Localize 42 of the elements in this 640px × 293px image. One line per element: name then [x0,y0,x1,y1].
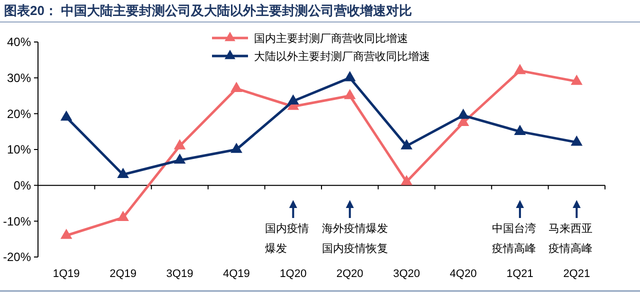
point [344,71,356,82]
x-tick-label: 1Q21 [506,268,534,280]
point [117,168,129,178]
y-tick-label: 30% [6,71,32,86]
y-tick-label: 0% [14,178,32,193]
point [117,210,129,221]
x-tick-label: 3Q19 [166,268,194,280]
annotation: 马来西亚疫情高峰 [548,222,593,255]
point [60,228,72,239]
annotation: 海外疫情爆发国内疫情恢复 [322,222,388,255]
x-tick-label: 4Q19 [222,268,250,280]
y-tick-label: -20% [2,250,32,264]
point [570,74,583,85]
point [514,124,526,135]
point [174,139,186,150]
x-tick-label: 2Q19 [110,268,137,280]
x-tick-label: 1Q19 [52,268,80,280]
point [514,64,526,74]
x-tick-label: 2Q20 [336,268,364,280]
y-tick-label: -10% [2,214,32,228]
legend-label: 国内主要封测厂商营收同比增速 [254,32,408,45]
legend-label: 大陆以外主要封测厂商营收同比增速 [254,50,430,63]
chart-title: 图表20： 中国大陆主要封测公司及大陆以外主要封测公司营收增速对比 [4,3,412,18]
annotation: 国内疫情爆发 [265,222,310,255]
point [230,82,242,92]
point [400,174,412,186]
x-tick-label: 1Q20 [280,268,307,280]
point [287,94,300,105]
x-tick-label: 4Q20 [450,268,477,280]
y-tick-label: 20% [6,106,32,121]
x-tick-label: 2Q21 [563,268,590,280]
point [344,88,356,100]
point [230,142,242,153]
point [457,108,470,119]
annotation: 中国台湾疫情高峰 [492,222,536,255]
point [174,153,186,164]
x-tick-label: 3Q20 [393,268,420,280]
y-tick-label: 40% [6,35,32,50]
point [400,139,412,150]
point [570,136,583,146]
y-tick-label: 10% [6,142,32,157]
point [60,110,72,121]
